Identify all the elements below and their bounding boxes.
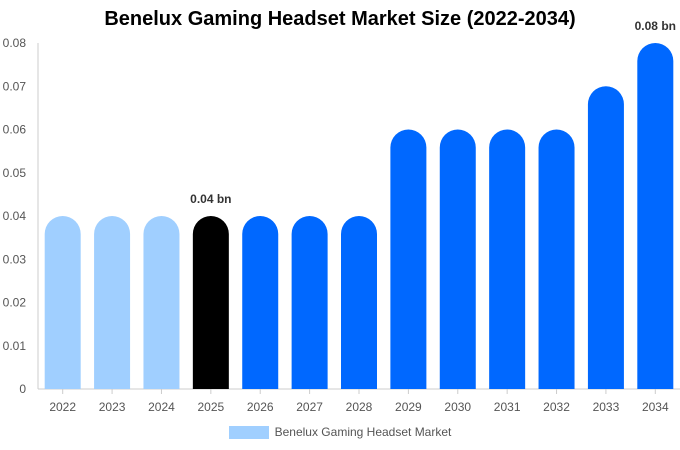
- bar-2025[interactable]: [192, 216, 229, 389]
- y-tick-label: 0.07: [3, 79, 27, 93]
- y-tick-label: 0.06: [3, 123, 27, 137]
- y-tick-label: 0.05: [3, 166, 27, 180]
- y-tick-label: 0.03: [3, 252, 27, 266]
- x-tick-label: 2031: [494, 400, 521, 414]
- x-tick-label: 2023: [99, 400, 126, 414]
- x-tick-label: 2026: [247, 400, 274, 414]
- x-tick-label: 2025: [197, 400, 224, 414]
- bar-2027[interactable]: [291, 216, 328, 389]
- bar-2031[interactable]: [489, 129, 526, 389]
- data-labels: 0.04 bn 0.08 bn: [190, 19, 676, 206]
- x-tick-label: 2032: [543, 400, 570, 414]
- bars: [44, 43, 674, 390]
- legend: Benelux Gaming Headset Market: [0, 425, 680, 439]
- bar-2029[interactable]: [390, 129, 427, 390]
- x-tick-label: 2024: [148, 400, 175, 414]
- bar-2030[interactable]: [439, 129, 476, 390]
- x-tick-label: 2028: [346, 400, 373, 414]
- bar-2032[interactable]: [538, 129, 575, 390]
- data-label-2025: 0.04 bn: [190, 192, 231, 206]
- x-tick-label: 2034: [642, 400, 669, 414]
- x-tick-label: 2030: [444, 400, 471, 414]
- x-tick-label: 2033: [593, 400, 620, 414]
- data-label-2034: 0.08 bn: [635, 19, 676, 33]
- x-axis: 2022 2023 2024 2025 2026 2027 2028 2029 2030 2031…: [38, 388, 680, 414]
- y-tick-label: 0.02: [3, 296, 27, 310]
- y-tick-label: 0.01: [3, 339, 27, 353]
- y-axis: 0 0.01 0.02 0.03 0.04 0.05 0.06 0.07 0.08: [3, 36, 39, 396]
- y-tick-label: 0.08: [3, 36, 27, 50]
- y-tick-label: 0: [19, 382, 26, 396]
- bar-2033[interactable]: [587, 86, 624, 389]
- legend-swatch: [228, 425, 269, 439]
- bar-2022[interactable]: [44, 216, 81, 389]
- x-tick-label: 2029: [395, 400, 422, 414]
- x-tick-label: 2027: [296, 400, 323, 414]
- legend-label: Benelux Gaming Headset Market: [274, 425, 452, 439]
- bar-2026[interactable]: [242, 216, 279, 389]
- bar-2028[interactable]: [341, 216, 377, 389]
- bar-2023[interactable]: [94, 216, 131, 389]
- y-tick-label: 0.04: [3, 209, 27, 223]
- chart-title: Benelux Gaming Headset Market Size (2022…: [104, 8, 576, 30]
- bar-2034[interactable]: [637, 43, 674, 389]
- x-tick-label: 2022: [49, 400, 76, 414]
- bar-2024[interactable]: [143, 216, 180, 389]
